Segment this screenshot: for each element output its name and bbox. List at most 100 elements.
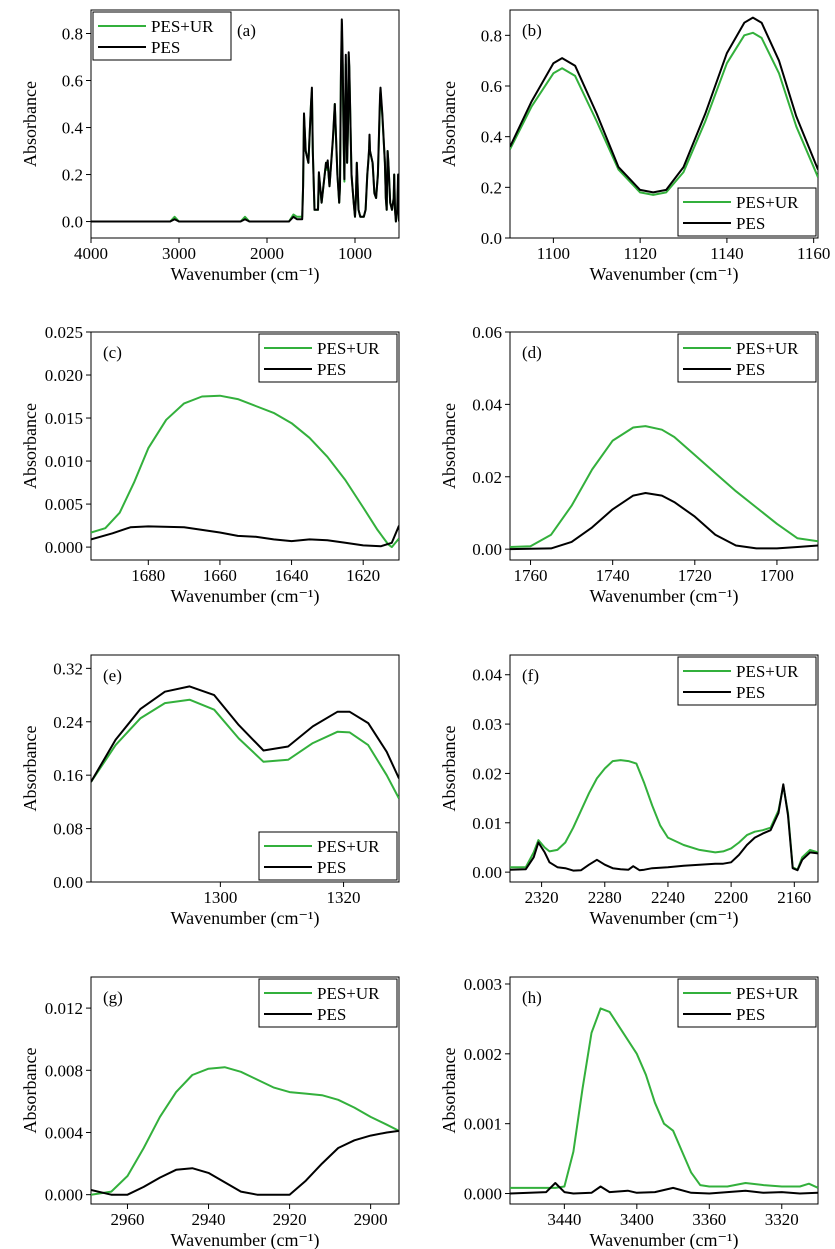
y-tick-label: 0.01 [472,814,502,833]
legend-label: PES [736,360,765,379]
x-axis-label: Wavenumber (cm⁻¹) [171,264,320,285]
y-tick-label: 0.2 [481,178,502,197]
x-tick-label: 1100 [537,244,570,263]
x-axis-label: Wavenumber (cm⁻¹) [171,586,320,607]
legend-label: PES+UR [317,984,380,1003]
legend-box [677,187,817,237]
panel-label: (d) [522,343,542,362]
y-tick-label: 0.8 [62,25,83,44]
y-tick-label: 0.00 [472,540,502,559]
legend-box [258,831,398,881]
y-tick-label: 0.06 [472,323,502,342]
legend-label: PES+UR [317,837,380,856]
y-tick-label: 0.00 [53,873,83,892]
x-tick-label: 2320 [525,888,559,907]
x-axis-label: Wavenumber (cm⁻¹) [590,264,739,285]
series-line-pes [510,492,818,551]
legend-box [677,656,817,706]
y-axis-label: Absorbance [439,403,459,489]
x-tick-label: 1320 [327,888,361,907]
series-line-pes-ur [510,425,818,548]
series-line-pes [510,783,818,872]
panel-g: 2960 2940 2920 2900 0.000 0.004 0.008 0.012 Wave… [20,976,400,1249]
legend: PES+UR PES [258,333,398,383]
x-tick-label: 2960 [110,1210,144,1229]
legend-label: PES+UR [151,17,214,36]
y-tick-label: 0.012 [45,999,83,1018]
legend-label: PES+UR [736,193,799,212]
x-tick-label: 2280 [588,888,622,907]
y-axis-label: Absorbance [20,726,40,812]
x-axis-label: Wavenumber (cm⁻¹) [171,908,320,929]
y-tick-label: 0.02 [472,468,502,487]
y-tick-label: 0.8 [481,26,502,45]
legend: PES+UR PES [677,333,817,383]
y-tick-label: 0.32 [53,659,83,678]
panel-label: (c) [103,343,122,362]
y-tick-label: 0.6 [62,72,83,91]
x-tick-label: 1620 [346,566,380,585]
y-tick-label: 0.6 [481,77,502,96]
x-tick-label: 3000 [162,244,196,263]
panel-label: (e) [103,666,122,685]
legend-box [258,333,398,383]
series-line-pes-ur [91,1066,399,1196]
series-line-pes [510,1182,818,1195]
x-tick-label: 2240 [651,888,685,907]
y-tick-label: 0.4 [62,119,84,138]
y-tick-label: 0.24 [53,713,83,732]
series-line-pes [91,685,399,783]
plot-frame [90,976,400,1205]
legend: PES+UR PES [677,656,817,706]
x-tick-label: 3400 [620,1210,654,1229]
x-tick-label: 3440 [547,1210,581,1229]
y-axis-label: Absorbance [20,403,40,489]
series-line-pes-ur [510,1007,818,1189]
legend-label: PES+UR [736,339,799,358]
y-tick-label: 0.00 [472,863,502,882]
panel-label: (f) [522,666,539,685]
legend-box [677,333,817,383]
y-tick-label: 0.005 [45,495,83,514]
legend-label: PES+UR [317,339,380,358]
plot-frame [90,331,400,561]
panel-h: 3440 3400 3360 3320 0.000 0.001 0.002 0.003 Wave… [439,975,819,1249]
y-axis-label: Absorbance [20,81,40,167]
y-tick-label: 0.004 [45,1123,84,1142]
x-tick-label: 1680 [131,566,165,585]
y-axis-label: Absorbance [439,1048,459,1134]
x-tick-label: 2940 [192,1210,226,1229]
y-tick-label: 0.02 [472,764,502,783]
y-tick-label: 0.010 [45,452,83,471]
plot-frame [90,9,400,239]
legend-label: PES+UR [736,662,799,681]
x-tick-label: 2920 [273,1210,307,1229]
y-axis-label: Absorbance [439,726,459,812]
legend: PES+UR PES [677,187,817,237]
series-line-pes [510,16,818,194]
y-tick-label: 0.0 [62,213,83,232]
legend-label: PES [736,1005,765,1024]
x-tick-label: 4000 [74,244,108,263]
x-tick-label: 1700 [760,566,794,585]
legend-box [677,978,817,1028]
panel-label: (b) [522,21,542,40]
y-tick-label: 0.000 [45,1186,83,1205]
x-axis-label: Wavenumber (cm⁻¹) [590,586,739,607]
x-tick-label: 1300 [203,888,237,907]
y-tick-label: 0.025 [45,323,83,342]
legend: PES+UR PES [258,831,398,881]
series-line-pes-ur [91,394,399,549]
y-axis-label: Absorbance [439,81,459,167]
y-tick-label: 0.000 [464,1185,502,1204]
panel-f: 2320 2280 2240 2200 2160 0.00 0.01 0.02 0.03 0.04… [439,654,819,929]
plot-frame [509,331,819,561]
legend-label: PES+UR [736,984,799,1003]
series-line-pes [91,1129,399,1196]
y-tick-label: 0.4 [481,128,503,147]
x-tick-label: 1140 [710,244,743,263]
legend-label: PES [151,38,180,57]
y-tick-label: 0.015 [45,409,83,428]
legend: PES+UR PES [258,978,398,1028]
